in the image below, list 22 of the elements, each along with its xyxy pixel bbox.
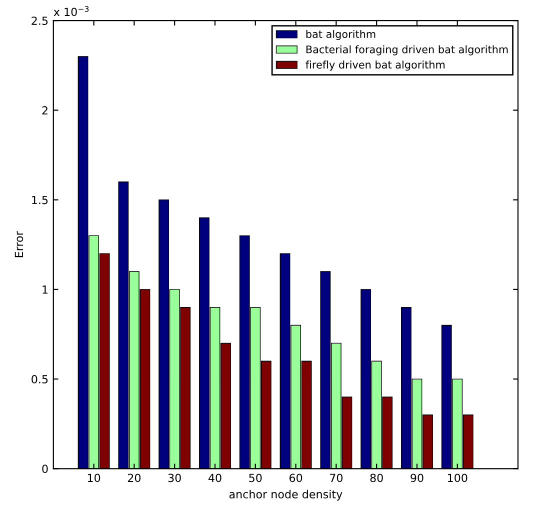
- x-tick-label: 100: [448, 474, 468, 482]
- y-axis-title: Error: [14, 231, 24, 258]
- x-tick-label: 80: [370, 474, 383, 482]
- legend-label: firefly driven bat algorithm: [306, 60, 445, 71]
- x-tick-label: 10: [88, 474, 100, 482]
- x-tick-label: 70: [330, 474, 343, 482]
- text: x 10$^{−3}$: [54, 6, 89, 16]
- x-tick-label: 90: [410, 474, 424, 482]
- x-tick-label: 20: [128, 474, 141, 482]
- x-tick-label: 30: [168, 474, 181, 482]
- y-tick-label: 2.5: [32, 16, 48, 25]
- x-tick-label: 50: [249, 474, 262, 482]
- x-tick-label: 40: [208, 474, 222, 482]
- y-tick-label: 0: [42, 464, 48, 474]
- y-tick-label: 0.5: [32, 375, 48, 384]
- y-tick-label: 1.5: [32, 196, 48, 204]
- y-tick-label: 2: [42, 106, 48, 114]
- x-tick-label: 60: [289, 474, 302, 482]
- legend-label: bat algorithm: [306, 30, 376, 40]
- y-tick-label: 1: [42, 286, 48, 294]
- x-axis-title: anchor node density: [229, 490, 342, 501]
- legend-label: Bacterial foraging driven bat algorithm: [306, 45, 508, 56]
